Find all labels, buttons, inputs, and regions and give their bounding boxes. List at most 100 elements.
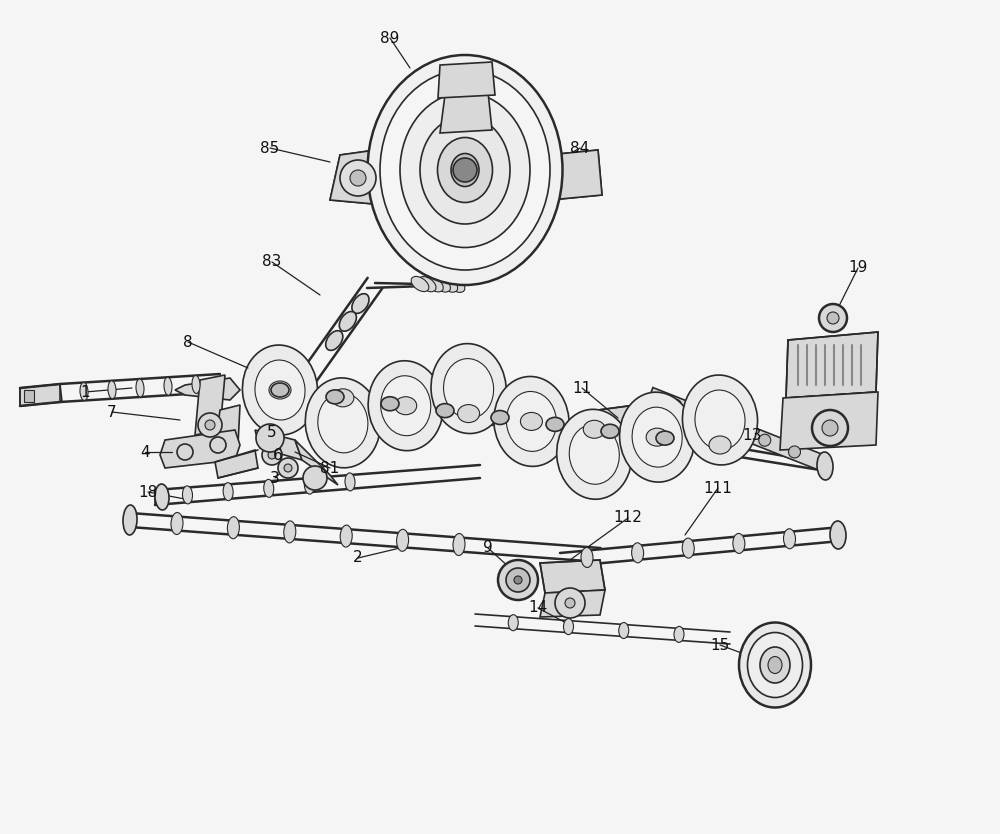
Ellipse shape	[80, 383, 88, 400]
Ellipse shape	[601, 425, 619, 438]
Ellipse shape	[711, 438, 729, 452]
Text: 2: 2	[353, 550, 363, 565]
Ellipse shape	[380, 70, 550, 270]
Ellipse shape	[451, 153, 479, 187]
Text: 83: 83	[262, 254, 282, 269]
Circle shape	[340, 160, 376, 196]
Ellipse shape	[682, 375, 758, 465]
Ellipse shape	[368, 361, 443, 450]
Ellipse shape	[444, 359, 494, 419]
Text: 89: 89	[380, 31, 400, 46]
Circle shape	[729, 423, 741, 435]
Ellipse shape	[400, 93, 530, 248]
Ellipse shape	[411, 276, 429, 292]
Circle shape	[625, 419, 637, 431]
Polygon shape	[540, 560, 605, 593]
Ellipse shape	[760, 647, 790, 683]
Ellipse shape	[563, 619, 574, 635]
Circle shape	[565, 598, 575, 608]
Ellipse shape	[269, 381, 291, 399]
Ellipse shape	[581, 547, 593, 567]
Ellipse shape	[546, 417, 564, 431]
Polygon shape	[440, 92, 492, 133]
Ellipse shape	[557, 409, 632, 500]
Circle shape	[506, 568, 530, 592]
Circle shape	[303, 466, 327, 490]
Polygon shape	[548, 150, 602, 200]
Polygon shape	[160, 430, 240, 468]
Circle shape	[350, 170, 366, 186]
Circle shape	[205, 420, 215, 430]
Ellipse shape	[340, 525, 352, 547]
Ellipse shape	[674, 626, 684, 642]
Circle shape	[827, 312, 839, 324]
Circle shape	[514, 576, 522, 584]
Ellipse shape	[426, 277, 443, 292]
Text: 19: 19	[848, 260, 868, 275]
Polygon shape	[598, 400, 678, 452]
Text: 11: 11	[572, 380, 592, 395]
Text: 1: 1	[80, 384, 90, 399]
Ellipse shape	[171, 513, 183, 535]
Ellipse shape	[397, 530, 409, 551]
Circle shape	[198, 413, 222, 437]
Text: 8: 8	[183, 334, 193, 349]
Circle shape	[256, 424, 284, 452]
Circle shape	[822, 420, 838, 436]
Text: 15: 15	[710, 637, 730, 652]
Text: 112: 112	[614, 510, 642, 525]
Ellipse shape	[768, 656, 782, 674]
Ellipse shape	[304, 476, 314, 494]
Polygon shape	[215, 405, 240, 448]
Ellipse shape	[368, 55, 562, 285]
Ellipse shape	[332, 389, 354, 407]
Text: 4: 4	[140, 445, 150, 460]
Ellipse shape	[632, 407, 682, 467]
Ellipse shape	[255, 360, 305, 420]
Ellipse shape	[345, 473, 355, 491]
Circle shape	[643, 419, 655, 431]
Text: 6: 6	[273, 448, 283, 463]
Ellipse shape	[318, 393, 368, 453]
Circle shape	[278, 458, 298, 478]
Ellipse shape	[709, 436, 731, 454]
Ellipse shape	[619, 622, 629, 639]
Text: 81: 81	[320, 460, 340, 475]
Ellipse shape	[326, 331, 343, 350]
Ellipse shape	[418, 277, 436, 292]
Ellipse shape	[506, 391, 556, 451]
Ellipse shape	[458, 404, 480, 423]
Ellipse shape	[491, 410, 509, 425]
Ellipse shape	[508, 615, 518, 631]
Ellipse shape	[108, 381, 116, 399]
Ellipse shape	[646, 428, 668, 446]
Ellipse shape	[136, 379, 144, 397]
Ellipse shape	[305, 378, 380, 468]
Polygon shape	[175, 378, 240, 400]
Ellipse shape	[520, 413, 542, 430]
Polygon shape	[780, 392, 878, 450]
Ellipse shape	[817, 452, 833, 480]
Text: 84: 84	[570, 140, 590, 155]
Circle shape	[788, 446, 800, 458]
Ellipse shape	[739, 622, 811, 707]
Polygon shape	[195, 375, 225, 435]
Ellipse shape	[440, 277, 458, 292]
Polygon shape	[255, 430, 302, 460]
Text: 111: 111	[704, 480, 732, 495]
Ellipse shape	[433, 277, 450, 292]
Text: 85: 85	[260, 140, 280, 155]
Ellipse shape	[155, 484, 169, 510]
Circle shape	[268, 451, 276, 459]
Circle shape	[555, 588, 585, 618]
Circle shape	[607, 419, 619, 431]
Ellipse shape	[339, 312, 356, 331]
Ellipse shape	[748, 632, 802, 697]
Ellipse shape	[695, 390, 745, 450]
Circle shape	[284, 464, 292, 472]
Ellipse shape	[447, 277, 465, 293]
Circle shape	[759, 435, 771, 446]
Polygon shape	[295, 440, 338, 485]
Polygon shape	[786, 332, 878, 398]
Ellipse shape	[583, 420, 605, 439]
